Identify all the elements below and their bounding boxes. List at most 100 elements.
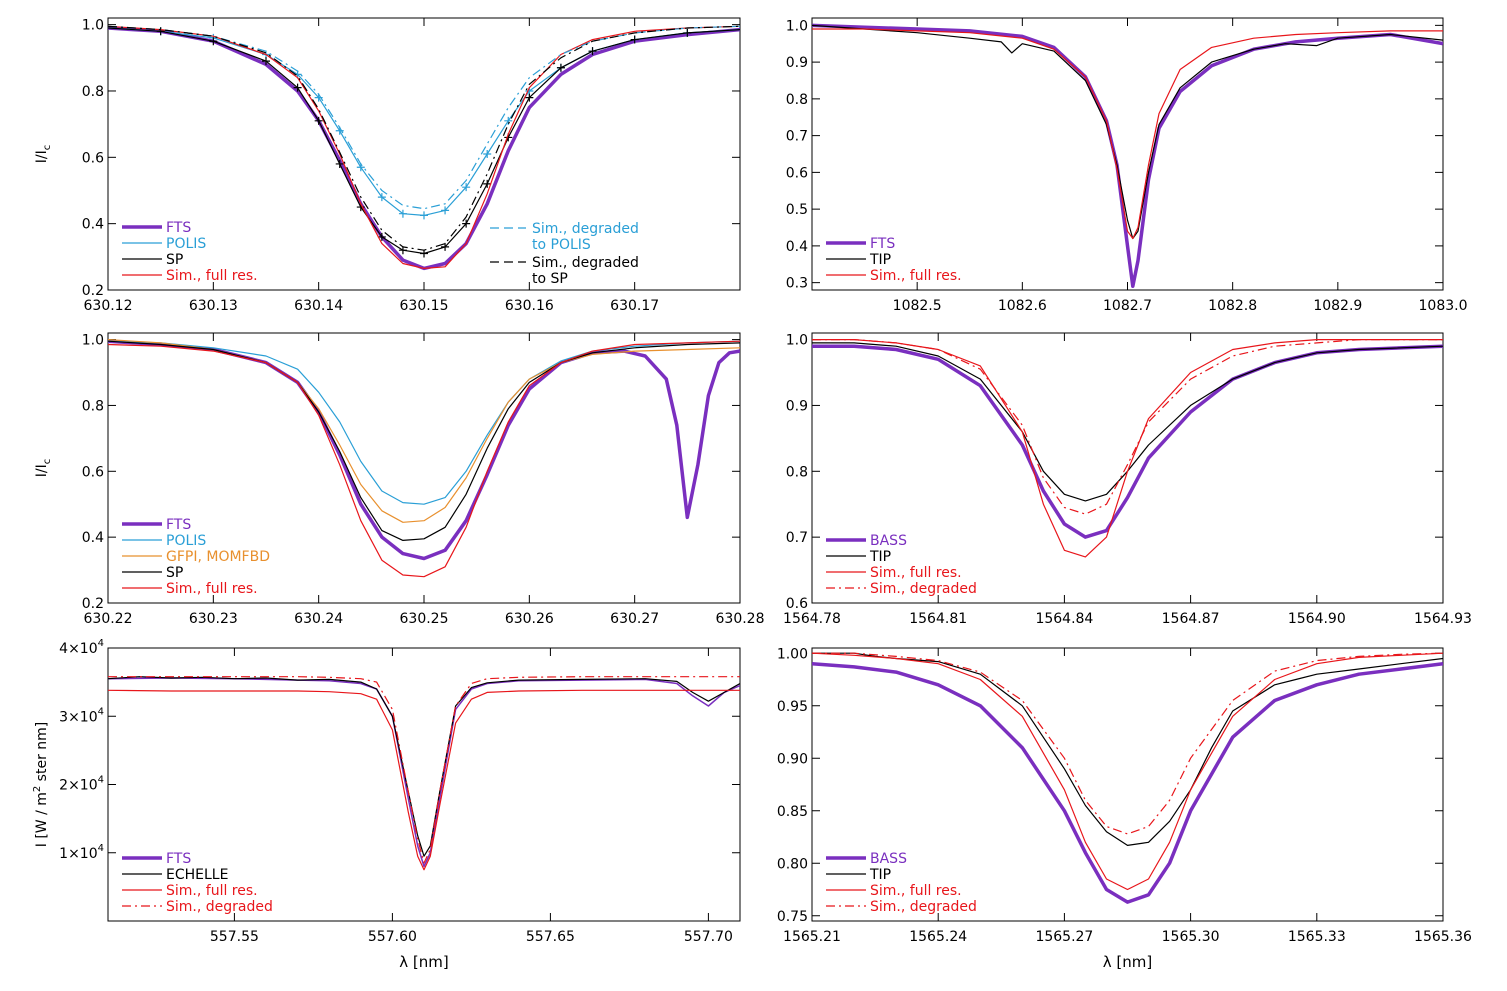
legend-label: TIP — [869, 867, 891, 883]
series-line-polis — [108, 340, 740, 505]
data-point-marker — [483, 150, 492, 158]
x-tick-label: 557.70 — [684, 929, 733, 945]
series-group — [108, 25, 740, 271]
x-tick-label: 1565.30 — [1162, 929, 1220, 945]
panel-p5: 557.55 557.60 557.65 557.70 1×104 2×104 3×104 4… — [32, 638, 741, 971]
panel-p3: 630.22 630.23 630.24 630.25 630.26 630.27 630.… — [34, 332, 765, 627]
legend-label: FTS — [166, 517, 191, 533]
data-point-marker — [462, 183, 471, 192]
panel-p1: 630.12 630.13 630.14 630.15 630.16 630.17 0.2 0… — [34, 17, 741, 314]
series-group — [812, 339, 1443, 558]
y-tick-label: 0.6 — [82, 150, 104, 166]
legend-label: SP — [166, 565, 183, 581]
x-tick-label: 1565.27 — [1035, 929, 1093, 945]
data-point-marker — [630, 35, 639, 44]
y-tick-label: 1.0 — [786, 333, 808, 349]
panel-p6: 1565.21 1565.24 1565.27 1565.30 1565.33 1565.… — [777, 646, 1472, 971]
y-tick-label: 0.8 — [82, 398, 104, 414]
legend-label: Sim., full res. — [870, 883, 962, 899]
series-line-tip — [812, 342, 1443, 502]
legend-label-line2: to POLIS — [532, 237, 591, 253]
data-point-marker — [293, 83, 302, 92]
series-line-fts — [108, 26, 740, 271]
legend-label: TIP — [869, 252, 891, 268]
x-tick-label: 630.22 — [84, 611, 133, 627]
y-tick-label: 0.2 — [82, 283, 104, 299]
legend-label: FTS — [166, 851, 191, 867]
data-point-marker — [420, 249, 428, 258]
legend-label: Sim., degraded — [532, 221, 639, 237]
y-tick-label: 0.90 — [777, 751, 808, 767]
data-point-marker — [377, 232, 386, 241]
y-tick-label: 0.85 — [777, 804, 808, 820]
series-group — [812, 23, 1443, 289]
x-tick-label: 630.28 — [716, 611, 765, 627]
legend-label: SP — [166, 252, 183, 268]
series-line-sim-degraded-to-polis — [108, 25, 740, 210]
series-line-sim-full-res- — [812, 28, 1443, 240]
x-tick-label: 630.25 — [400, 611, 449, 627]
y-tick-label: 0.8 — [786, 464, 808, 480]
series-line-sp — [108, 340, 740, 542]
x-tick-label: 630.15 — [400, 298, 449, 314]
x-tick-label: 557.60 — [368, 929, 417, 945]
x-tick-label: 630.12 — [84, 298, 133, 314]
series-line-sim-degraded — [812, 652, 1443, 835]
y-tick-label: 0.3 — [786, 276, 808, 292]
y-tick-label: 0.4 — [786, 239, 808, 255]
y-tick-label: 0.2 — [82, 596, 104, 612]
x-tick-label: 630.16 — [505, 298, 554, 314]
x-tick-label: 1564.78 — [783, 611, 841, 627]
data-point-marker — [335, 159, 344, 168]
series-line-sim-degraded — [812, 339, 1443, 515]
x-tick-label: 1082.6 — [998, 298, 1047, 314]
data-point-marker — [683, 28, 692, 37]
series-line-fts — [108, 339, 740, 561]
data-point-marker — [441, 206, 450, 215]
series-line-tip — [812, 24, 1443, 240]
series-line-sim-full-res- — [108, 25, 740, 269]
y-tick-label: 3×104 — [59, 706, 104, 725]
legend-label: Sim., full res. — [166, 268, 258, 284]
y-tick-label: 0.6 — [82, 464, 104, 480]
data-point-marker — [377, 193, 386, 202]
legend-label-line2: to SP — [532, 271, 568, 287]
x-tick-label: 630.23 — [189, 611, 238, 627]
x-axis-label: λ [nm] — [1103, 953, 1152, 971]
x-tick-label: 630.17 — [610, 298, 659, 314]
y-tick-label: 1.0 — [82, 18, 104, 34]
data-point-marker — [262, 57, 270, 66]
legend-label: FTS — [166, 220, 191, 236]
legend-label: Sim., full res. — [870, 268, 962, 284]
y-tick-label: 4×104 — [59, 638, 104, 657]
series-line-sim-full-res- — [812, 339, 1443, 558]
x-tick-label: 1565.33 — [1288, 929, 1346, 945]
panel-p2: 1082.5 1082.6 1082.7 1082.8 1082.9 1083.0 0.3 0… — [786, 17, 1468, 314]
legend-label: POLIS — [166, 533, 206, 549]
y-tick-label: 0.95 — [777, 699, 808, 715]
x-tick-label: 557.55 — [210, 929, 259, 945]
x-tick-label: 1082.8 — [1208, 298, 1257, 314]
x-axis-label: λ [nm] — [399, 953, 448, 971]
plot-frame — [811, 647, 1444, 922]
legend-label: Sim., full res. — [870, 565, 962, 581]
x-tick-label: 1083.0 — [1419, 298, 1468, 314]
data-point-marker — [314, 116, 323, 125]
y-axis-label: I/Ic — [34, 145, 53, 163]
legend-label: Sim., degraded — [870, 581, 977, 597]
y-tick-label: 1.0 — [786, 18, 808, 34]
x-tick-label: 630.24 — [294, 611, 343, 627]
x-tick-label: 1082.5 — [893, 298, 942, 314]
y-tick-label: 1.00 — [777, 646, 808, 662]
legend-label: POLIS — [166, 236, 206, 252]
series-line-sim-degraded — [108, 676, 740, 864]
x-tick-label: 557.65 — [526, 929, 575, 945]
data-point-marker — [398, 246, 407, 255]
series-line-bass — [812, 661, 1443, 904]
x-tick-label: 1082.9 — [1313, 298, 1362, 314]
series-line-sim-full-res- — [108, 340, 740, 578]
series-group — [108, 339, 740, 578]
y-tick-label: 1×104 — [59, 843, 104, 862]
